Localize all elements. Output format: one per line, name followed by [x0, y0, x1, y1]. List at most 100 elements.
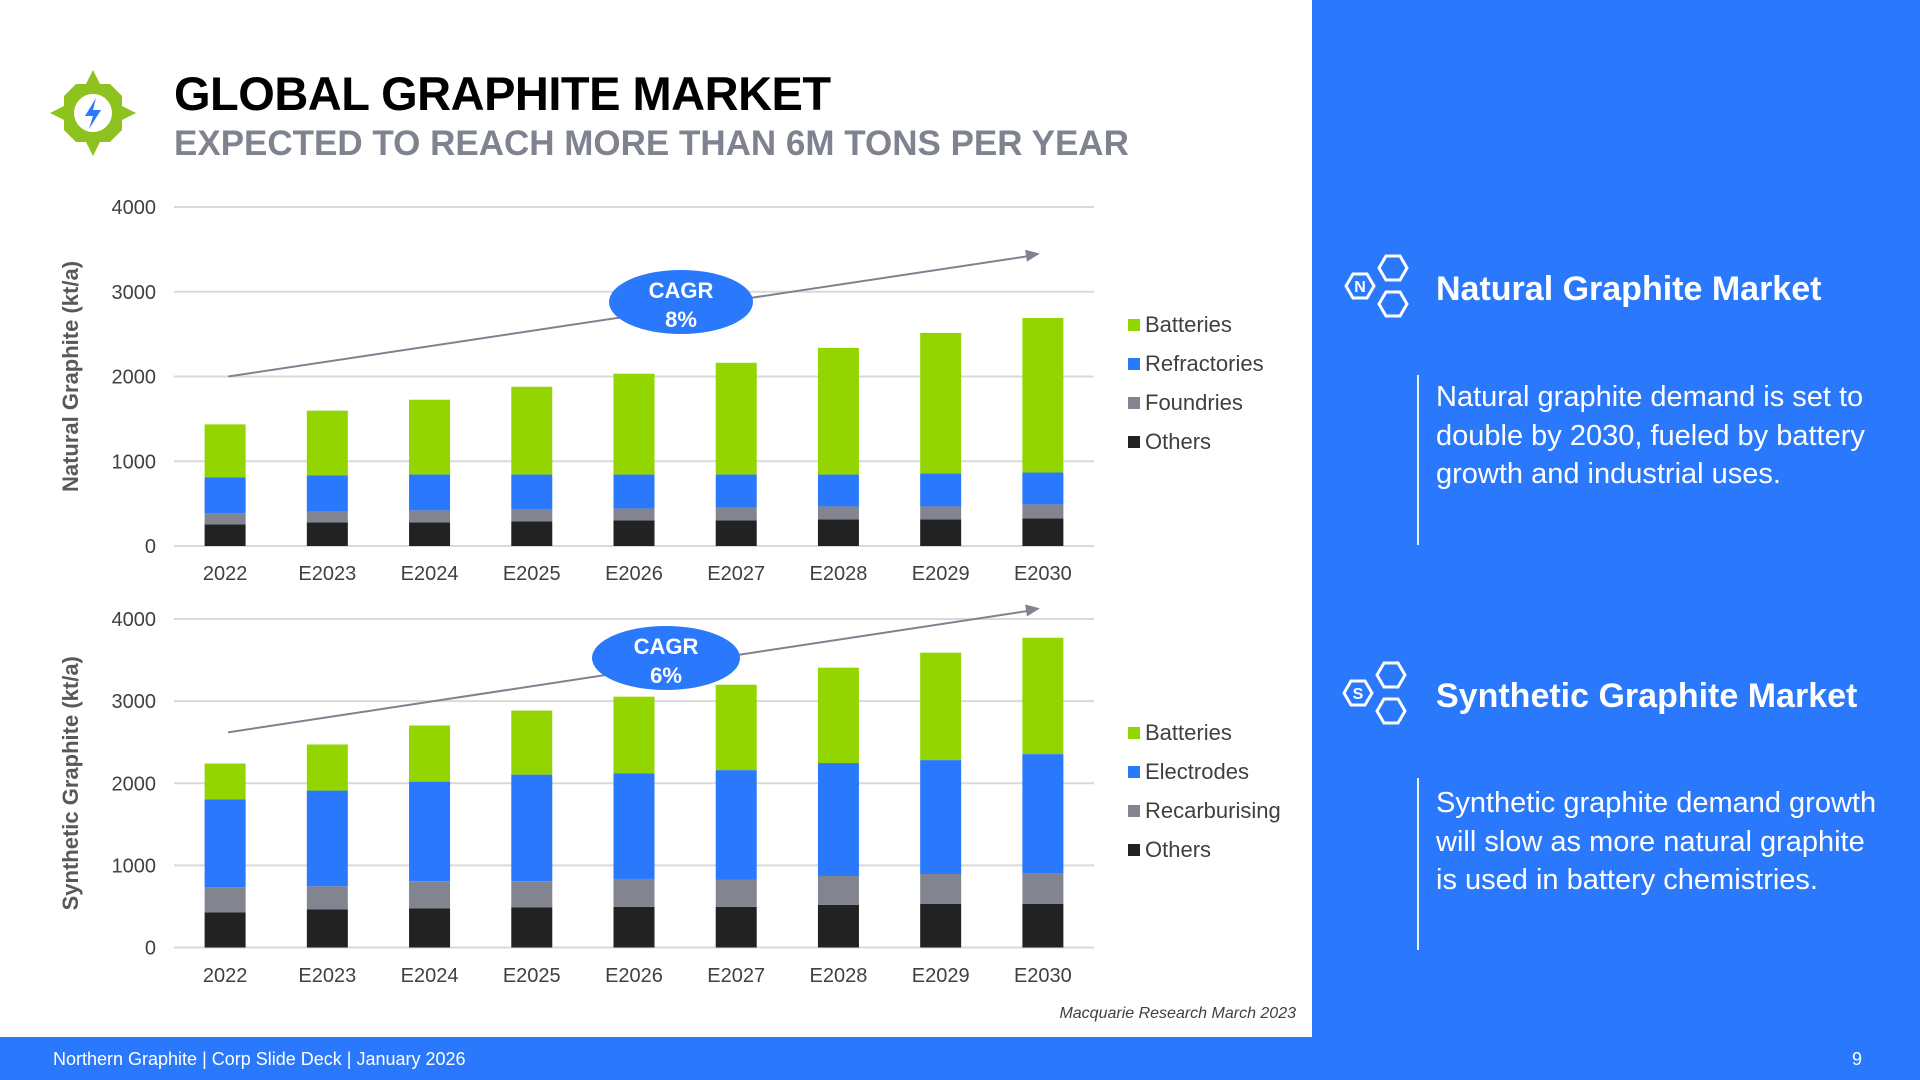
- y-tick-label: 1000: [112, 451, 157, 473]
- bar-segment-refractories: [715, 474, 757, 508]
- legend-label: Others: [1145, 837, 1211, 862]
- bar-segment-recarburising: [306, 886, 348, 910]
- bar-segment-foundries: [409, 510, 451, 523]
- divider: [1417, 375, 1419, 545]
- footer-bar: Northern Graphite | Corp Slide Deck | Ja…: [0, 1037, 1920, 1080]
- y-tick-label: 0: [145, 938, 156, 960]
- bar-segment-foundries: [306, 511, 348, 523]
- bar-segment-others: [204, 524, 246, 546]
- bar-segment-batteries: [613, 373, 655, 475]
- bar-segment-others: [511, 521, 553, 546]
- y-tick-label: 1000: [112, 855, 157, 877]
- x-tick-label: E2027: [707, 563, 765, 585]
- divider: [1417, 778, 1419, 950]
- x-tick-label: E2026: [605, 965, 663, 987]
- bar-segment-recarburising: [817, 875, 859, 905]
- synthetic-market-body: Synthetic graphite demand growth will sl…: [1436, 787, 1877, 896]
- hexagon-n-icon: N: [1344, 254, 1409, 318]
- bar-segment-others: [817, 904, 859, 948]
- bar-segment-others: [613, 906, 655, 948]
- bar-segment-batteries: [306, 744, 348, 791]
- bar-segment-foundries: [817, 506, 859, 520]
- x-tick-label: E2026: [605, 563, 663, 585]
- bar-segment-electrodes: [1022, 754, 1064, 874]
- y-tick-label: 4000: [112, 609, 157, 631]
- x-tick-label: E2029: [912, 563, 970, 585]
- synthetic-market-title: Synthetic Graphite Market: [1436, 677, 1858, 715]
- legend-swatch: [1128, 436, 1140, 448]
- bar-segment-recarburising: [920, 873, 962, 904]
- legend-label: Refractories: [1145, 351, 1264, 376]
- bar-segment-batteries: [1022, 318, 1064, 473]
- x-tick-label: 2022: [203, 563, 248, 585]
- x-tick-label: E2024: [401, 965, 459, 987]
- legend-label: Batteries: [1145, 720, 1232, 745]
- legend-label: Batteries: [1145, 312, 1232, 337]
- x-tick-label: E2028: [810, 965, 868, 987]
- bar-segment-refractories: [204, 477, 246, 514]
- cagr-value: 6%: [650, 663, 682, 688]
- bar-segment-refractories: [920, 473, 962, 507]
- bar-segment-batteries: [817, 347, 859, 475]
- cagr-value: 8%: [665, 307, 697, 332]
- bar-segment-refractories: [306, 475, 348, 512]
- page-subtitle: EXPECTED TO REACH MORE THAN 6M TONS PER …: [174, 124, 1129, 163]
- synthetic-graphite-chart: 0 1000 2000 3000 4000 Synthetic Graphite (kt/…: [58, 604, 1281, 987]
- bar-segment-electrodes: [511, 774, 553, 882]
- bar-segment-batteries: [715, 362, 757, 475]
- trend-arrow-head: [1025, 249, 1040, 262]
- bar-segment-electrodes: [920, 760, 962, 874]
- bar-segment-batteries: [204, 763, 246, 800]
- bar-segment-others: [920, 519, 962, 546]
- bar-segment-refractories: [613, 474, 655, 509]
- legend-label: Foundries: [1145, 390, 1243, 415]
- natural-graphite-chart: 0 1000 2000 3000 4000 Natural Graphite (kt/a)…: [58, 197, 1264, 585]
- compass-lightning-logo-icon: [50, 70, 136, 156]
- bar-segment-others: [306, 522, 348, 546]
- bar-segment-others: [613, 520, 655, 546]
- legend-label: Electrodes: [1145, 759, 1249, 784]
- cagr-bubble: [609, 270, 753, 334]
- legend-swatch: [1128, 319, 1140, 331]
- x-tick-label: E2023: [298, 563, 356, 585]
- bar-segment-recarburising: [204, 887, 246, 913]
- y-tick-label: 0: [145, 536, 156, 558]
- natural-market-body: Natural graphite demand is set to double…: [1436, 381, 1865, 490]
- bar-segment-electrodes: [409, 781, 451, 882]
- hexagon-s-icon: S: [1342, 661, 1407, 725]
- bar-segment-batteries: [306, 410, 348, 476]
- y-tick-label: 2000: [112, 367, 157, 389]
- page-title: GLOBAL GRAPHITE MARKET: [174, 67, 831, 120]
- bar-segment-batteries: [715, 684, 757, 771]
- bar-segment-batteries: [1022, 637, 1064, 755]
- bar-segment-batteries: [511, 710, 553, 775]
- bar-segment-batteries: [920, 332, 962, 474]
- legend-swatch: [1128, 844, 1140, 856]
- bar-segment-foundries: [613, 508, 655, 521]
- bar-segment-electrodes: [204, 799, 246, 888]
- bar-segment-others: [409, 908, 451, 948]
- bar-segment-electrodes: [715, 770, 757, 880]
- bar-segment-others: [715, 906, 757, 948]
- svg-text:S: S: [1353, 686, 1364, 703]
- bar-segment-refractories: [409, 474, 451, 511]
- bar-segment-batteries: [511, 386, 553, 475]
- bar-segment-others: [1022, 903, 1064, 948]
- x-tick-label: E2025: [503, 965, 561, 987]
- bar-segment-others: [511, 907, 553, 948]
- cagr-label: CAGR: [634, 634, 699, 659]
- bar-segment-foundries: [715, 507, 757, 521]
- bar-segment-batteries: [204, 424, 246, 478]
- legend-swatch: [1128, 397, 1140, 409]
- natural-market-title: Natural Graphite Market: [1436, 270, 1822, 308]
- bar-segment-foundries: [920, 506, 962, 520]
- bar-segment-recarburising: [715, 879, 757, 907]
- bar-segment-others: [1022, 518, 1064, 546]
- y-axis-title: Synthetic Graphite (kt/a): [58, 656, 83, 910]
- bar-segment-electrodes: [613, 773, 655, 879]
- bar-segment-recarburising: [613, 878, 655, 907]
- legend-swatch: [1128, 358, 1140, 370]
- bar-segment-recarburising: [1022, 873, 1064, 904]
- bar-segment-foundries: [1022, 504, 1064, 519]
- bar-segment-electrodes: [817, 763, 859, 876]
